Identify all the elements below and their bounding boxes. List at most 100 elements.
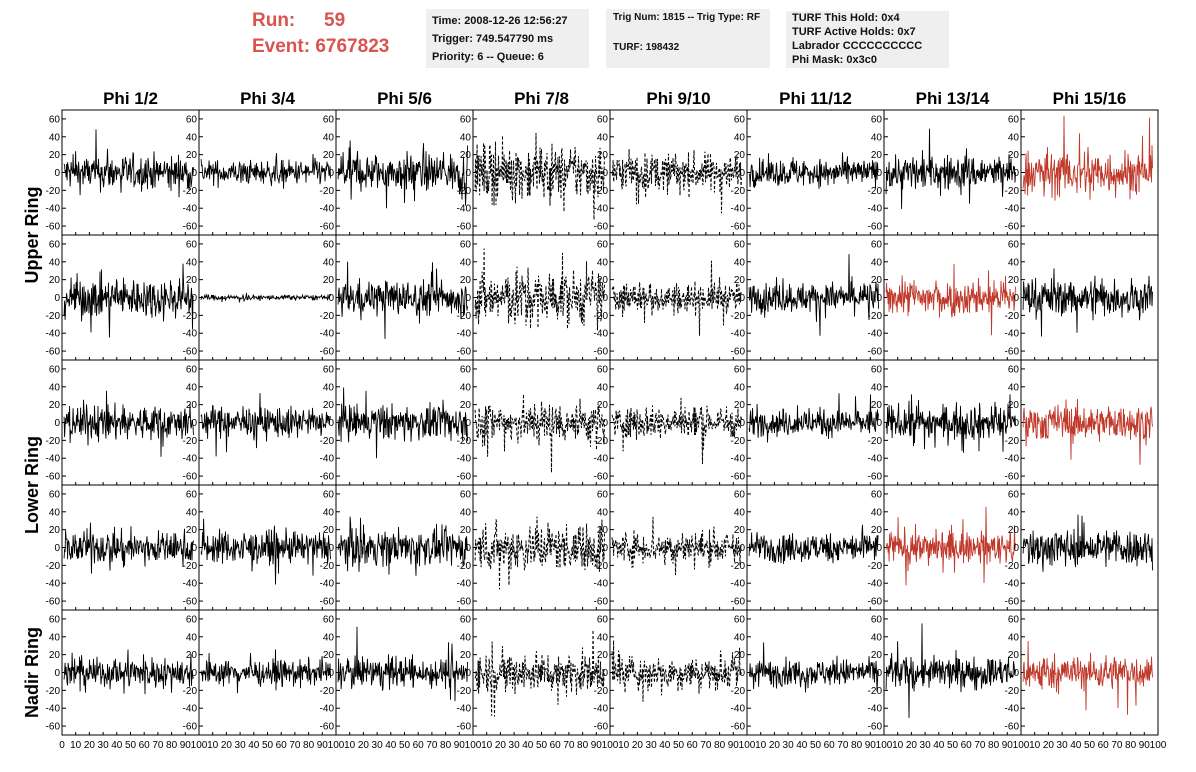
ytick-label-3-7-4: 20: [1008, 525, 1020, 536]
column-header-6: Phi 13/14: [916, 89, 990, 108]
xtick-label-3-2: 20: [495, 740, 507, 751]
ytick-label-1-6-4: 20: [871, 275, 883, 286]
ytick-label-4-1-1: -40: [183, 704, 198, 715]
xtick-label-1-5: 50: [262, 740, 274, 751]
ytick-label-0-5-4: 20: [734, 150, 746, 161]
ytick-label-1-6-6: 60: [871, 239, 883, 250]
ytick-label-1-7-6: 60: [1008, 239, 1020, 250]
ytick-label-1-2-6: 60: [323, 239, 335, 250]
xtick-label-7-10: 100: [1150, 740, 1167, 751]
ytick-label-2-6-4: 20: [871, 400, 883, 411]
xtick-label-3-6: 60: [550, 740, 562, 751]
ytick-label-0-6-0: -60: [868, 222, 883, 233]
ytick-label-4-4-6: 60: [597, 614, 609, 625]
ytick-label-4-4-1: -40: [594, 704, 609, 715]
ytick-label-3-0-0: -60: [46, 597, 61, 608]
xtick-label-4-2: 20: [632, 740, 644, 751]
waveform-3-4: [611, 516, 742, 576]
event-value: 6767823: [315, 36, 390, 57]
xtick-label-3-1: 10: [481, 740, 493, 751]
ytick-label-2-1-5: 40: [186, 382, 198, 393]
ytick-label-2-6-0: -60: [868, 472, 883, 483]
ytick-label-1-3-2: -20: [457, 311, 472, 322]
waveform-3-1: [200, 518, 331, 585]
ytick-label-3-1-1: -40: [183, 579, 198, 590]
xtick-label-0-5: 50: [125, 740, 137, 751]
ytick-label-2-7-1: -40: [1005, 454, 1020, 465]
ytick-label-1-5-6: 60: [734, 239, 746, 250]
waveform-4-4: [611, 640, 742, 702]
ytick-label-0-7-6: 60: [1008, 114, 1020, 125]
ytick-label-4-0-0: -60: [46, 722, 61, 733]
ytick-label-0-3-3: 0: [465, 168, 471, 179]
ytick-label-2-5-5: 40: [734, 382, 746, 393]
ytick-label-2-7-3: 0: [1013, 418, 1019, 429]
xtick-label-0-10: 100: [191, 740, 208, 751]
xtick-label-4-6: 60: [687, 740, 699, 751]
ytick-label-2-3-3: 0: [465, 418, 471, 429]
xtick-label-5-4: 40: [796, 740, 808, 751]
ytick-label-4-2-0: -60: [320, 722, 335, 733]
ytick-label-1-0-5: 40: [49, 257, 61, 268]
xtick-label-6-10: 100: [1013, 740, 1030, 751]
ytick-label-2-2-4: 20: [323, 400, 335, 411]
ytick-label-0-7-4: 20: [1008, 150, 1020, 161]
row-label-1: Lower Ring: [22, 436, 42, 534]
ytick-label-3-4-6: 60: [597, 489, 609, 500]
xtick-label-5-8: 80: [851, 740, 863, 751]
xtick-label-6-6: 60: [961, 740, 973, 751]
ytick-label-0-5-1: -40: [731, 204, 746, 215]
waveform-4-6: [885, 623, 1016, 718]
trig-num-text: Trig Num: 1815 -- Trig Type: RF: [613, 12, 761, 23]
ytick-label-3-3-6: 60: [460, 489, 472, 500]
ytick-label-4-7-6: 60: [1008, 614, 1020, 625]
ytick-label-2-3-4: 20: [460, 400, 472, 411]
ytick-label-4-2-5: 40: [323, 632, 335, 643]
waveform-4-2: [337, 626, 468, 702]
ytick-label-4-4-0: -60: [594, 722, 609, 733]
ytick-label-1-6-0: -60: [868, 347, 883, 358]
ytick-label-4-4-5: 40: [597, 632, 609, 643]
xtick-label-2-7: 70: [426, 740, 438, 751]
ytick-label-3-1-0: -60: [183, 597, 198, 608]
ytick-label-3-5-1: -40: [731, 579, 746, 590]
xtick-label-4-8: 80: [714, 740, 726, 751]
ytick-label-3-6-3: 0: [876, 543, 882, 554]
column-header-3: Phi 7/8: [514, 89, 569, 108]
ytick-label-0-0-5: 40: [49, 132, 61, 143]
ytick-label-0-1-0: -60: [183, 222, 198, 233]
xtick-label-7-8: 80: [1125, 740, 1137, 751]
ytick-label-1-4-4: 20: [597, 275, 609, 286]
waveform-2-1: [200, 393, 331, 457]
ytick-label-2-4-3: 0: [602, 418, 608, 429]
ytick-label-3-0-3: 0: [54, 543, 60, 554]
waveform-0-1: [200, 152, 331, 189]
ytick-label-4-0-3: 0: [54, 668, 60, 679]
ytick-label-2-6-1: -40: [868, 454, 883, 465]
ytick-label-2-0-2: -20: [46, 436, 61, 447]
waveform-1-2: [337, 261, 468, 339]
ytick-label-1-2-1: -40: [320, 329, 335, 340]
ytick-label-1-4-1: -40: [594, 329, 609, 340]
ytick-label-1-0-4: 20: [49, 275, 61, 286]
ytick-label-1-0-1: -40: [46, 329, 61, 340]
ytick-label-3-2-4: 20: [323, 525, 335, 536]
xtick-label-6-8: 80: [988, 740, 1000, 751]
waveform-1-1: [200, 292, 331, 303]
ytick-label-0-5-0: -60: [731, 222, 746, 233]
ytick-label-0-4-6: 60: [597, 114, 609, 125]
xtick-label-3-7: 70: [563, 740, 575, 751]
ytick-label-2-1-3: 0: [191, 418, 197, 429]
xtick-label-1-4: 40: [248, 740, 260, 751]
ytick-label-0-1-5: 40: [186, 132, 198, 143]
ytick-label-4-1-2: -20: [183, 686, 198, 697]
xtick-label-2-8: 80: [440, 740, 452, 751]
xtick-label-7-4: 40: [1070, 740, 1082, 751]
waveform-0-3: [474, 132, 605, 220]
trigger-info-box: Trig Num: 1815 -- Trig Type: RF TURF: 19…: [606, 9, 770, 68]
ytick-label-3-5-2: -20: [731, 561, 746, 572]
ytick-label-0-2-1: -40: [320, 204, 335, 215]
waveform-0-7: [1022, 115, 1153, 201]
ytick-label-2-1-4: 20: [186, 400, 198, 411]
